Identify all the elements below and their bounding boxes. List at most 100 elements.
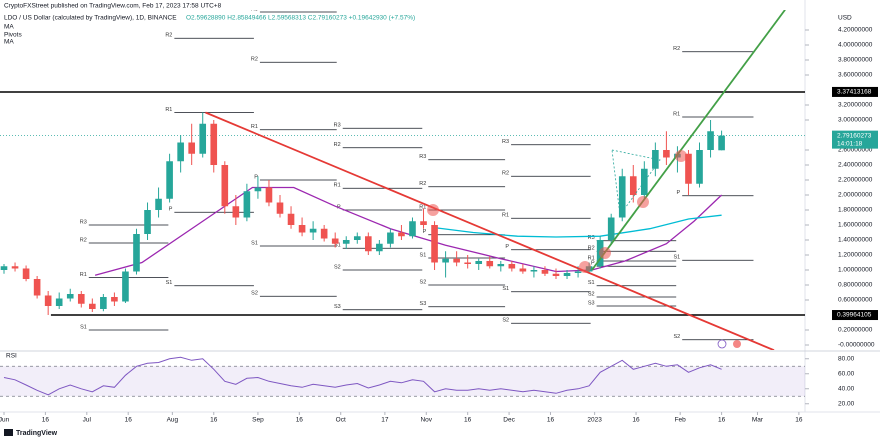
pivot-label: R2: [334, 142, 341, 148]
candle-body: [254, 187, 262, 192]
pivot-label: S1: [588, 280, 595, 286]
candle-body: [122, 271, 129, 302]
candle-body: [629, 176, 637, 195]
y-tick-label: 2.60000000: [838, 147, 873, 154]
dashed-triangle: [611, 149, 661, 217]
x-tick-label: Sep: [252, 417, 264, 424]
candle-body: [541, 269, 549, 274]
pivot-label: S1: [502, 286, 509, 292]
y-tick-label: 1.60000000: [838, 222, 873, 229]
pivot-label: S3: [334, 304, 341, 310]
pivot-label: R3: [80, 219, 87, 225]
moving-average: [437, 214, 722, 238]
pivot-label: S2: [420, 279, 427, 285]
highlight-circle: [579, 261, 591, 273]
pivot-label: R3: [502, 139, 509, 145]
countdown: 14:01:18: [837, 140, 863, 147]
pivot-label: R1: [502, 213, 509, 219]
candle-body: [475, 260, 483, 264]
candle-body: [298, 224, 306, 233]
x-tick-label: 16: [718, 417, 726, 424]
pivot-label: P: [423, 229, 427, 235]
candle-body: [22, 268, 30, 279]
highlight-circle: [637, 196, 649, 208]
candle-body: [177, 142, 184, 162]
x-tick-label: 17: [381, 417, 389, 424]
x-tick-label: 16: [547, 417, 555, 424]
x-tick-label: Feb: [675, 417, 687, 424]
candle-body: [696, 150, 703, 184]
candle-body: [111, 296, 118, 302]
annotations: [427, 149, 741, 349]
pivot-label: S2: [502, 318, 509, 324]
candle-body: [618, 176, 626, 218]
pivot-label: P: [254, 174, 258, 180]
candle-body: [100, 296, 107, 309]
x-tick-label: 2023: [587, 417, 602, 424]
y-tick-label: 4.20000000: [838, 27, 873, 34]
pivot-label: R1: [251, 124, 258, 130]
price-tag-label: 0.39964105: [837, 312, 872, 319]
highlight-circle: [675, 150, 687, 162]
rsi-band: [0, 366, 805, 397]
y-tick-label: 1.40000000: [838, 237, 873, 244]
pivot-label: R1: [165, 107, 172, 113]
candle-body: [155, 198, 162, 210]
trendline: [205, 111, 775, 350]
pivot-label: S1: [80, 324, 87, 330]
price-tag: [832, 86, 878, 97]
x-tick-label: Nov: [420, 417, 432, 424]
y-tick-label: 3.20000000: [838, 102, 873, 109]
candle-body: [563, 272, 571, 276]
x-tick-label: Jul: [83, 417, 92, 424]
rsi-y-tick-label: 80.00: [838, 355, 855, 362]
rsi-pane: [0, 356, 805, 397]
rsi-title: RSI: [6, 353, 17, 360]
y-tick-label: 3.60000000: [838, 72, 873, 79]
candle-body: [342, 239, 350, 244]
candle-body: [398, 232, 405, 237]
pivot-label: S3: [588, 300, 595, 306]
candle-body: [365, 236, 372, 252]
pivot-label: R2: [502, 171, 509, 177]
price-tag-label: 3.37413168: [837, 89, 872, 96]
ohlc: O2.59628890 H2.85849466 L2.59568313 C2.7…: [186, 15, 415, 22]
currency: USD: [838, 15, 852, 22]
rsi-y-tick-label: 60.00: [838, 370, 855, 377]
candle-body: [552, 273, 560, 276]
candle-body: [376, 243, 383, 252]
pivot-label: P: [505, 244, 509, 250]
pivot-label: R2: [251, 57, 258, 63]
rsi-y-tick-label: 40.00: [838, 385, 855, 392]
event-icon: [733, 340, 741, 348]
indicator-label: Pivots: [4, 32, 22, 39]
highlight-circle: [599, 247, 611, 259]
pivot-label: R1: [419, 204, 426, 210]
candle-body: [33, 278, 41, 296]
y-tick-label: 2.20000000: [838, 177, 873, 184]
pivot-label: S2: [588, 291, 595, 297]
pivot-label: R1: [334, 183, 341, 189]
pivot-label: R2: [165, 33, 172, 39]
candle-body: [265, 187, 273, 203]
pivot-label: S3: [420, 301, 427, 307]
candle-body: [144, 209, 151, 234]
candle-body: [519, 268, 527, 272]
brand-logo: [4, 429, 13, 436]
y-tick-label: 4.00000000: [838, 42, 873, 49]
pivot-label: S1: [673, 255, 680, 261]
pivot-label: R1: [673, 111, 680, 117]
x-tick-label: Mar: [752, 417, 764, 424]
x-tick-label: 16: [464, 417, 472, 424]
publisher: CryptoFXStreet published on TradingView.…: [4, 3, 222, 10]
pivot-label: R1: [80, 272, 87, 278]
x-tick-label: Aug: [167, 417, 179, 424]
candle-body: [331, 238, 339, 244]
pivot-label: S1: [166, 280, 173, 286]
pivot-label: R2: [419, 181, 426, 187]
candle-body: [353, 236, 361, 240]
candle-body: [497, 263, 505, 267]
candle-body: [320, 228, 328, 239]
candle-body: [409, 221, 416, 237]
price-pane: R3R2R1S1R2R1PS1R3R2R1PS1S2R3R2R1PS1S2S3R…: [0, 10, 805, 350]
